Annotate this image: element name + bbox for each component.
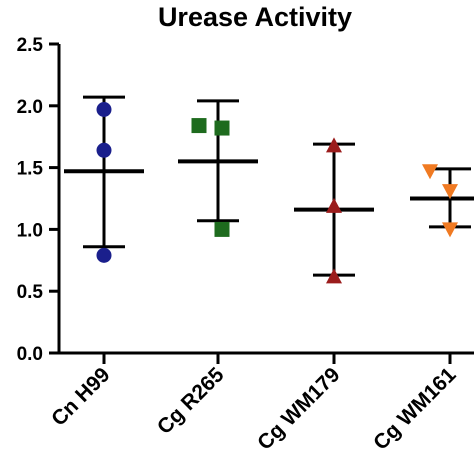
x-tick-label: Cg R265 [153,363,229,439]
data-point [96,102,112,118]
data-point [96,247,112,263]
group-2 [294,137,374,284]
data-point [214,221,230,237]
group-0 [64,95,144,263]
data-point [96,142,112,158]
x-tick-label: Cg WM179 [253,363,344,454]
x-ticks: Cn H99 Cg R265 Cg WM179 Cg WM161 [47,353,461,455]
data-point [442,184,458,200]
y-tick-label: 2.0 [17,97,43,118]
data-point [326,197,342,213]
data-point [326,137,342,153]
data-point [422,164,438,180]
y-tick-label: 1.0 [17,220,43,241]
data-point [442,222,458,238]
y-tick-label: 2.5 [17,35,44,56]
chart-title: Urease Activity [158,2,352,32]
data-point [191,118,207,134]
x-tick-label: Cg WM161 [369,363,461,455]
data-point [214,120,230,136]
group-3 [410,164,474,238]
y-tick-label: 0.0 [17,344,43,365]
y-tick-label: 0.5 [17,282,44,303]
y-ticks: 0.0 0.5 1.0 1.5 2.0 2.5 [17,35,59,365]
data-point [326,268,342,284]
group-1 [178,99,258,237]
x-tick-label: Cn H99 [47,363,114,430]
data-groups [64,95,474,284]
y-tick-label: 1.5 [17,159,44,180]
